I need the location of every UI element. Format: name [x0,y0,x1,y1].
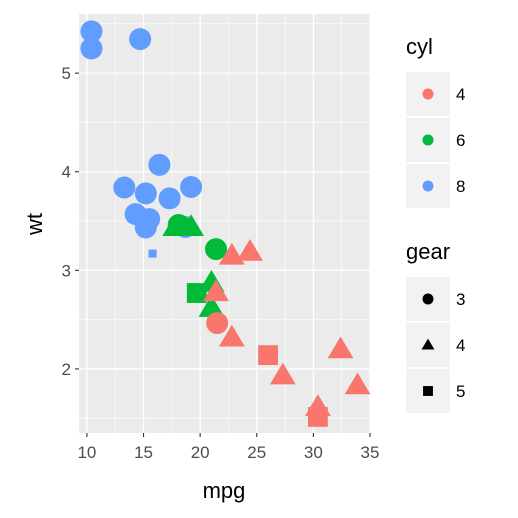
data-point [186,283,207,303]
data-point [218,242,245,265]
legend-key-glyph [423,386,433,396]
x-tick-label: 15 [134,443,153,462]
grid-major [79,14,371,433]
legend-label: 4 [456,85,465,104]
data-point [237,238,263,261]
data-point [269,362,296,385]
legend-key-glyph [422,180,434,192]
legend-label: 5 [456,382,465,401]
data-point [134,182,157,205]
data-point [148,249,157,258]
data-point [198,295,225,317]
data-point [80,20,103,43]
data-point [134,216,157,239]
data-point [162,214,189,237]
data-point [308,407,328,427]
data-point [327,336,354,359]
plot-panel [79,14,370,433]
legend-label: 4 [456,336,465,355]
data-points [80,20,371,427]
y-tick-label: 4 [62,163,71,182]
y-tick-label: 2 [62,360,71,379]
y-axis-title: wt [22,213,47,236]
data-point [344,372,371,395]
legends: cyl 4 6 8 gear 3 4 5 [406,34,465,413]
legend-label: 6 [456,131,465,150]
data-point [203,279,229,302]
x-tick-label: 35 [361,443,380,462]
legend-key-glyph [422,88,434,100]
x-axis-title: mpg [203,478,246,503]
data-point [258,345,278,366]
legend-key-glyph [422,293,434,305]
data-point [129,28,152,51]
legend-title: cyl [406,34,433,59]
axis-ticks [75,72,371,437]
data-point [148,153,171,176]
data-point [218,324,245,347]
y-tick-label: 5 [62,64,71,83]
legend-label: 8 [456,177,465,196]
data-point [139,210,148,219]
axis-tick-labels: 10 15 20 25 30 35 2 3 4 5 [62,64,380,462]
legend-label: 3 [456,290,465,309]
data-point [180,176,203,199]
data-point [205,238,228,261]
grid-minor [79,14,370,433]
data-point [206,312,229,335]
x-tick-label: 25 [247,443,266,462]
data-point [113,176,136,199]
x-tick-label: 30 [304,443,323,462]
data-point [158,187,181,210]
data-point [80,37,103,60]
x-tick-label: 20 [191,443,210,462]
legend-key-glyph [422,134,434,146]
y-tick-label: 3 [62,261,71,280]
legend-key-glyph [421,338,435,350]
x-tick-label: 10 [77,443,96,462]
legend-title: gear [406,239,450,264]
